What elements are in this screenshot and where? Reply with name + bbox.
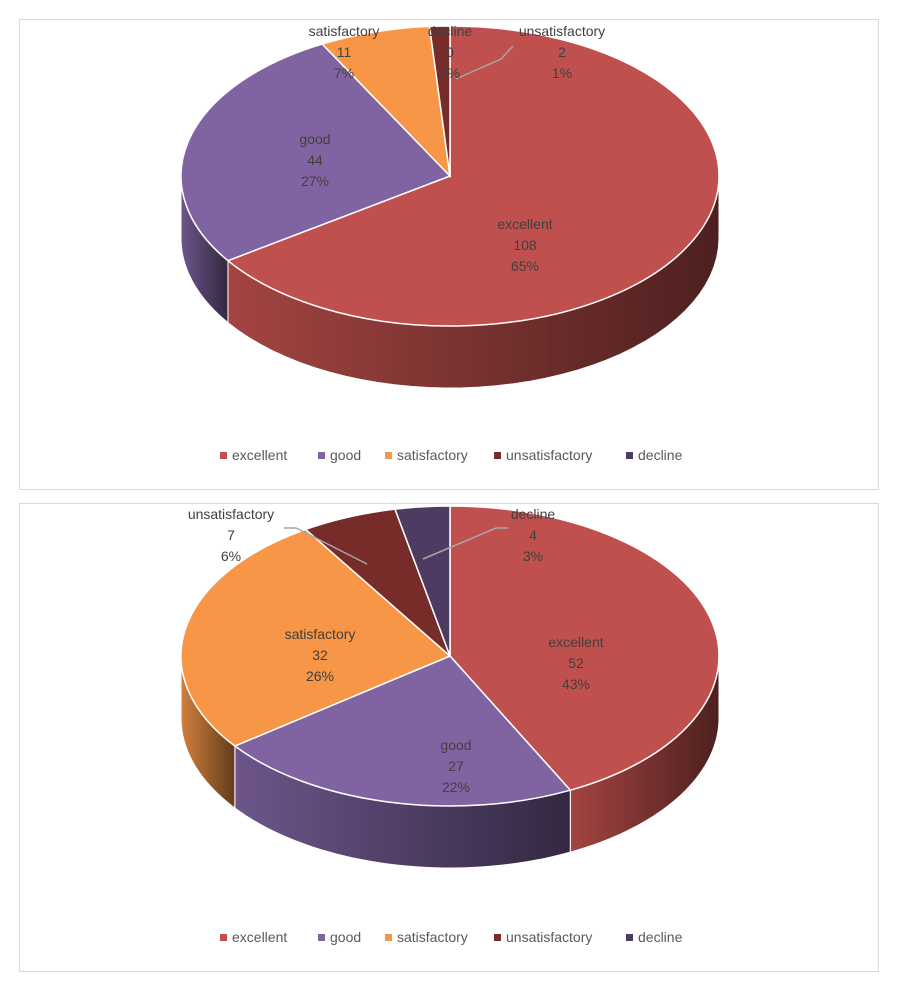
legend-swatch-unsatisfactory [494,934,501,941]
legend-swatch-satisfactory [385,934,392,941]
legend-swatch-decline [626,452,633,459]
slice-excellent [226,25,720,327]
data-label-decline: decline 4 3% [511,506,556,564]
data-label-good: good 44 27% [299,131,330,189]
slice-satisfactory [180,528,452,747]
legend-item-excellent: excellent [220,447,287,463]
legend-item-satisfactory: satisfactory [385,929,468,945]
legend-swatch-excellent [220,452,227,459]
data-label-excellent: excellent 52 43% [548,634,603,692]
legend-item-decline: decline [626,447,683,463]
legend-label-satisfactory: satisfactory [397,929,468,945]
pie-chart-1-canvas: excellent 108 65% good 44 27% satisfactory 11 7%… [180,23,720,463]
legend-item-unsatisfactory: unsatisfactory [494,447,592,463]
legend-label-unsatisfactory: unsatisfactory [506,929,592,945]
data-label-decline: decline 0 0% [428,23,473,81]
data-label-unsatisfactory: unsatisfactory 7 6% [188,506,274,564]
slice-decline [393,505,451,657]
data-label-unsatisfactory: unsatisfactory 2 1% [519,23,605,81]
pie-chart-1: excellent 108 65% good 44 27% satisfactory 11 7%… [19,19,879,490]
legend-item-unsatisfactory: unsatisfactory [494,929,592,945]
legend-item-satisfactory: satisfactory [385,447,468,463]
legend-label-decline: decline [638,447,683,463]
pie-chart-2: excellent 52 43% good 27 22% satisfactory 32 26%… [19,503,879,972]
slice-unsatisfactory [428,25,451,177]
slice-good [180,43,452,262]
leader-line-unsatisfactory [284,527,368,565]
slice-satisfactory [320,25,452,179]
data-label-satisfactory: satisfactory 11 7% [309,23,380,81]
legend-label-good: good [330,929,361,945]
data-label-excellent: excellent 108 65% [497,216,552,274]
legend-item-good: good [318,929,361,945]
legend-swatch-unsatisfactory [494,452,501,459]
legend-swatch-satisfactory [385,452,392,459]
legend-item-good: good [318,447,361,463]
legend-label-unsatisfactory: unsatisfactory [506,447,592,463]
legend-swatch-good [318,452,325,459]
slice-excellent [449,505,720,792]
legend-label-excellent: excellent [232,929,287,945]
data-label-good: good 27 22% [440,737,471,795]
legend-item-decline: decline [626,929,683,945]
leader-line-unsatisfactory [455,45,514,80]
legend-item-excellent: excellent [220,929,287,945]
slice-good [233,655,572,807]
legend-swatch-decline [626,934,633,941]
legend-label-good: good [330,447,361,463]
legend-swatch-good [318,934,325,941]
legend-swatch-excellent [220,934,227,941]
legend-label-satisfactory: satisfactory [397,447,468,463]
legend-label-decline: decline [638,929,683,945]
data-label-satisfactory: satisfactory 32 26% [285,626,356,684]
leader-line-decline [422,527,508,560]
legend-label-excellent: excellent [232,447,287,463]
pie-chart-2-canvas: excellent 52 43% good 27 22% satisfactory 32 26%… [180,505,720,945]
